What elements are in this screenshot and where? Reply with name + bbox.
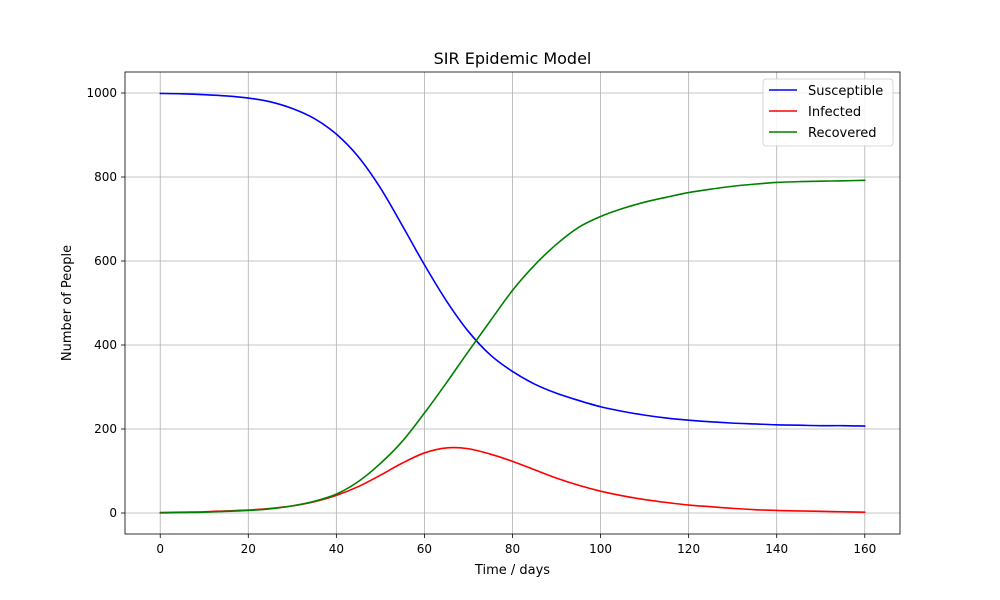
- x-tick-label: 160: [853, 542, 876, 556]
- x-tick-label: 40: [329, 542, 344, 556]
- chart-title: SIR Epidemic Model: [434, 49, 592, 68]
- legend-box: [762, 78, 894, 147]
- series-lines: [159, 92, 866, 514]
- y-axis-label: Number of People: [60, 245, 75, 361]
- x-axis-label: Time / days: [474, 563, 550, 578]
- x-tick-label: 140: [765, 542, 788, 556]
- y-tick-label: 200: [94, 422, 117, 436]
- series-line-susceptible: [159, 92, 866, 427]
- x-tick-label: 0: [156, 542, 164, 556]
- y-tick-label: 800: [94, 170, 117, 184]
- x-tick-label: 100: [589, 542, 612, 556]
- y-tick-label: 0: [109, 506, 117, 520]
- x-tick-label: 60: [417, 542, 432, 556]
- y-tick-label: 600: [94, 254, 117, 268]
- legend: Susceptible Infected Recovered: [762, 78, 894, 147]
- x-tick-label: 20: [241, 542, 256, 556]
- x-tick-label: 80: [505, 542, 520, 556]
- legend-label-susceptible: Susceptible: [808, 84, 883, 99]
- y-tick-label: 400: [94, 338, 117, 352]
- y-tick-label: 1000: [86, 86, 117, 100]
- series-line-recovered: [159, 179, 866, 514]
- x-tick-label: 120: [677, 542, 700, 556]
- legend-label-infected: Infected: [808, 105, 861, 120]
- axis-ticks: 0 20 40 60 80 100 120 140 160 0 200 400 600 800 1000: [86, 86, 876, 556]
- grid-lines: [125, 72, 900, 534]
- legend-label-recovered: Recovered: [808, 126, 877, 141]
